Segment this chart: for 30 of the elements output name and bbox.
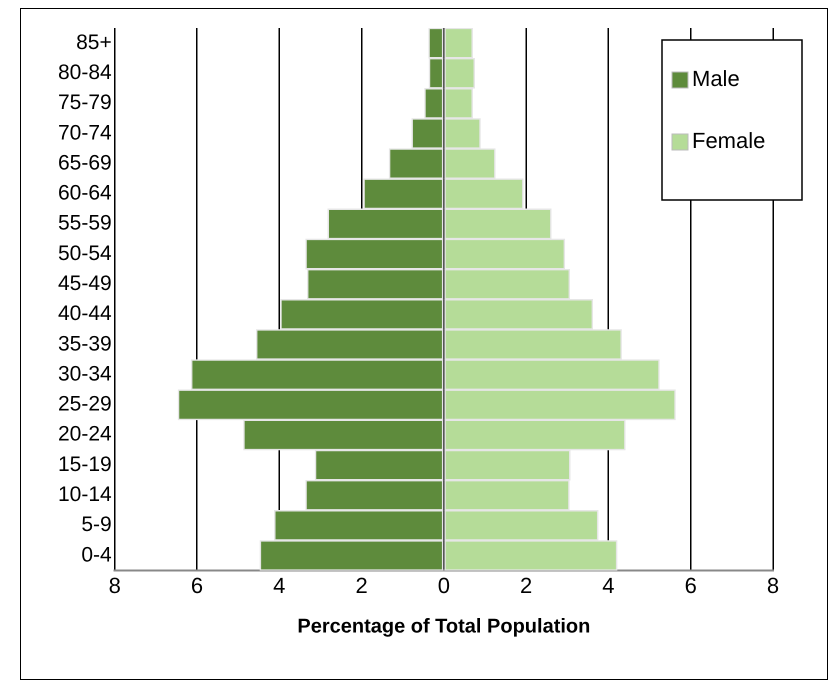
y-tick-label: 80-84 (58, 61, 112, 84)
y-tick-label: 15-19 (58, 452, 112, 476)
x-tick-label: 4 (273, 572, 286, 598)
x-tick-label: 8 (766, 572, 780, 598)
x-tick-label: 6 (190, 572, 204, 598)
y-tick-label: 55-59 (58, 212, 112, 235)
legend-label: Male (692, 66, 740, 92)
y-tick-label: 40-44 (58, 302, 112, 326)
y-tick-label: 60-64 (58, 182, 112, 205)
y-tick-label: 20-24 (58, 422, 112, 446)
y-tick-label: 45-49 (58, 272, 112, 296)
x-tick-label: 8 (108, 572, 121, 598)
y-tick-label: 50-54 (58, 242, 112, 265)
y-tick-label: 85+ (76, 30, 112, 54)
y-tick-label: 65-69 (58, 151, 112, 174)
x-tick-label: 6 (684, 572, 697, 598)
y-tick-label: 10-14 (58, 483, 112, 506)
y-tick-label: 0-4 (81, 543, 112, 566)
x-tick-label: 0 (438, 572, 450, 598)
y-tick-label: 25-29 (58, 392, 112, 416)
x-tick-label: 2 (355, 572, 368, 598)
y-tick-label: 75-79 (58, 91, 112, 114)
y-tick-label: 5-9 (81, 513, 112, 536)
x-axis-title: Percentage of Total Population (297, 616, 590, 638)
x-tick-label: 4 (602, 572, 615, 598)
y-tick-label: 30-34 (58, 362, 112, 386)
legend-label: Female (692, 128, 766, 154)
y-tick-label: 70-74 (58, 121, 112, 144)
x-tick-label: 2 (520, 572, 532, 598)
y-tick-label: 35-39 (58, 332, 112, 356)
